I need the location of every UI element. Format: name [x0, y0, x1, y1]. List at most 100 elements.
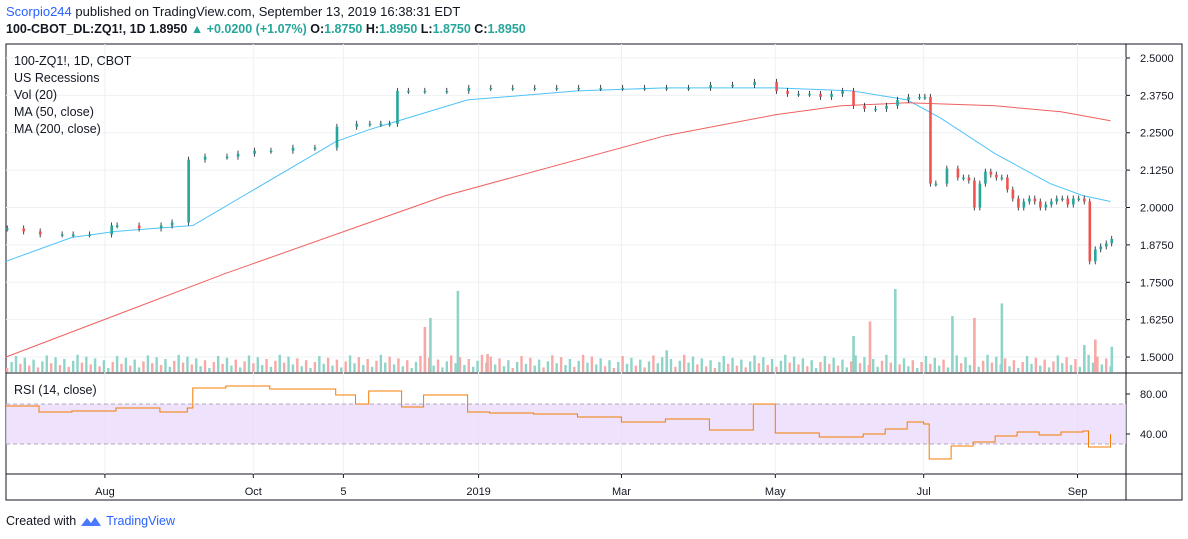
volume-bar [6, 368, 9, 372]
volume-bar [58, 365, 62, 372]
candle-body [956, 168, 960, 178]
created-with-text: Created with [6, 514, 77, 528]
volume-bar [968, 365, 972, 372]
volume-bar [603, 366, 607, 372]
rsi-band [6, 404, 1126, 444]
candle-body [187, 159, 190, 223]
tradingview-link[interactable]: TradingView [106, 514, 175, 528]
volume-bar [291, 364, 295, 372]
volume-bar [1030, 363, 1033, 372]
volume-bar [981, 360, 985, 372]
volume-bar [392, 364, 396, 372]
up-arrow-icon: ▲ [190, 22, 204, 36]
volume-bar [792, 356, 796, 372]
volume-bar [203, 360, 207, 372]
volume-bar [1043, 359, 1046, 372]
volume-bar [234, 359, 237, 372]
volume-bar [995, 356, 998, 372]
volume-bar [124, 357, 128, 372]
published-text: published on TradingView.com, September … [75, 4, 461, 19]
volume-bar [546, 361, 550, 372]
candle-body [388, 123, 392, 126]
legend-title: 100-ZQ1!, 1D, CBOT [14, 54, 132, 68]
author-link[interactable]: Scorpio244 [6, 4, 72, 19]
price-tick-label: 1.7500 [1140, 277, 1174, 289]
candle-body [1072, 198, 1075, 205]
volume-bar [133, 359, 136, 372]
candle-body [984, 171, 987, 184]
volume-bar [441, 367, 444, 372]
volume-bar [880, 360, 884, 372]
volume-bar [617, 362, 620, 372]
volume-bar [190, 364, 194, 372]
candle-body [1099, 246, 1103, 250]
rsi-tick-label: 80.00 [1140, 389, 1168, 401]
volume-spike-bar [486, 353, 489, 372]
candle-body [6, 228, 9, 230]
volume-bar [432, 365, 435, 372]
volume-bar [735, 365, 739, 372]
volume-bar [1025, 356, 1029, 372]
volume-bar [335, 359, 339, 372]
time-tick-label: Sep [1068, 486, 1088, 498]
volume-bar [217, 356, 220, 372]
volume-bar [898, 364, 901, 372]
legend-us-recessions[interactable]: US Recessions [14, 71, 100, 85]
candle-body [967, 177, 971, 181]
volume-bar [155, 357, 158, 372]
volume-bar [608, 360, 611, 372]
volume-bar [19, 363, 22, 372]
candle-body [88, 234, 92, 236]
volume-bar [414, 362, 418, 372]
candle-body [1017, 198, 1020, 208]
publish-line: Scorpio244 published on TradingView.com,… [6, 4, 460, 19]
volume-bar [14, 356, 18, 372]
volume-bar [111, 362, 114, 372]
symbol-quote-line: 100-CBOT_DL:ZQ1!, 1D 1.8950 ▲ +0.0200 (+… [6, 22, 526, 36]
legend-volume[interactable]: Vol (20) [14, 88, 58, 102]
ma200-line [5, 102, 1111, 358]
candle-body [775, 81, 778, 91]
volume-bar [221, 363, 224, 372]
volume-bar [410, 368, 413, 372]
time-tick-label: 5 [340, 486, 346, 498]
candle-body [38, 231, 42, 235]
rsi-tick-label: 40.00 [1140, 429, 1168, 441]
volume-bar [661, 357, 664, 372]
volume-bar [753, 355, 756, 372]
volume-bar [357, 357, 361, 372]
footer: Created with TradingView [6, 514, 175, 528]
candle-body [874, 108, 877, 111]
legend-ma200[interactable]: MA (200, close) [14, 122, 101, 136]
volume-bar [471, 366, 475, 372]
candle-body [989, 171, 993, 175]
candle-body [71, 234, 75, 236]
volume-spike-bar [1094, 339, 1097, 372]
time-tick-label: Mar [612, 486, 631, 498]
volume-bar [841, 359, 844, 372]
candle-body [22, 228, 26, 232]
candle-body [291, 147, 295, 151]
candle-body [1083, 198, 1086, 202]
high-label: H: [365, 22, 380, 36]
volume-bar [498, 358, 501, 372]
legend-ma50[interactable]: MA (50, close) [14, 105, 94, 119]
volume-bar [450, 355, 453, 372]
ma50-line [5, 87, 1111, 262]
low-value: 1.8750 [432, 22, 471, 36]
volume-bar [828, 363, 831, 372]
volume-bar [274, 360, 277, 372]
volume-bar [181, 362, 185, 372]
legend-rsi[interactable]: RSI (14, close) [14, 383, 97, 397]
volume-bar [384, 362, 387, 372]
volume-bar [797, 364, 800, 372]
volume-bar [515, 362, 519, 372]
candle-body [355, 123, 359, 127]
volume-bar [366, 359, 369, 372]
volume-bar [1021, 362, 1024, 372]
volume-spike-bar [665, 350, 669, 372]
candle-body [1011, 189, 1015, 199]
price-tick-label: 2.0000 [1140, 203, 1174, 215]
volume-bar [225, 357, 229, 372]
